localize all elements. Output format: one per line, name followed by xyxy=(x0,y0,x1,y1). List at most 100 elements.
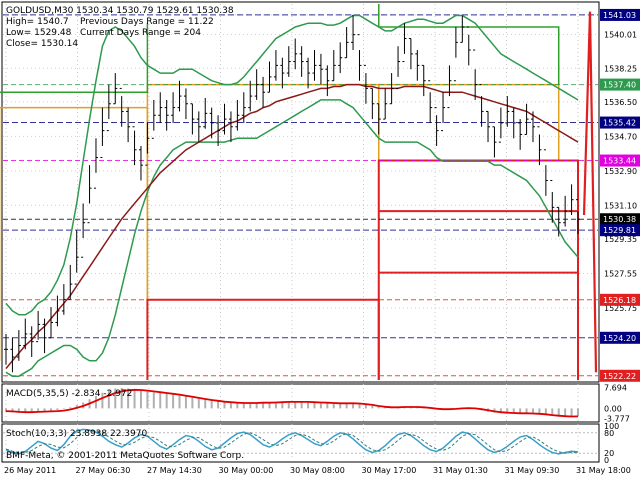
macd-histogram-bar xyxy=(268,402,271,409)
price-axis-tick: 1536.50 xyxy=(604,98,637,107)
macd-histogram-bar xyxy=(532,408,535,414)
stoch-signal-line xyxy=(5,429,579,454)
time-axis-label: 31 May 01:30 xyxy=(433,466,488,475)
macd-histogram-bar xyxy=(217,401,220,409)
stoch-main-line xyxy=(5,428,579,455)
bollinger-upper-line xyxy=(5,14,579,316)
macd-histogram-bar xyxy=(274,402,277,409)
stoch-axis-tick: 80 xyxy=(604,429,614,438)
macd-histogram-bar xyxy=(339,403,342,409)
price-axis-tick: 1534.70 xyxy=(604,132,637,141)
price-label-text: 1537.40 xyxy=(603,81,636,90)
macd-histogram-bar xyxy=(210,400,213,409)
macd-histogram-bar xyxy=(255,402,258,409)
macd-histogram-bar xyxy=(30,408,33,412)
macd-histogram-bar xyxy=(544,408,547,416)
macd-title: MACD(5,35,5) -2.834 -2.972 xyxy=(6,389,132,399)
price-label-box xyxy=(600,154,640,167)
macd-histogram-bar xyxy=(197,398,200,409)
macd-histogram-bar xyxy=(249,403,252,409)
macd-histogram-bar xyxy=(127,388,130,409)
price-panel[interactable] xyxy=(1,1,600,383)
macd-histogram-bar xyxy=(506,408,509,414)
macd-histogram-bar xyxy=(538,408,541,415)
macd-histogram-bar xyxy=(326,403,329,409)
macd-histogram-bar xyxy=(69,407,72,409)
macd-histogram-bar xyxy=(525,408,528,414)
macd-histogram-bar xyxy=(24,408,27,413)
macd-histogram-bar xyxy=(313,402,316,409)
low-info: Low= 1529.48 xyxy=(6,28,72,38)
macd-histogram-bar xyxy=(564,408,567,418)
macd-histogram-bar xyxy=(37,408,40,412)
close-info: Close= 1530.14 xyxy=(6,39,78,49)
daily-box-green xyxy=(0,23,149,93)
stoch-axis-tick: 0 xyxy=(604,456,609,465)
macd-histogram-bar xyxy=(172,394,175,409)
stoch-layer xyxy=(3,428,598,455)
price-label-box xyxy=(600,78,640,91)
price-axis-tick: 1525.75 xyxy=(604,304,637,313)
time-axis-label: 30 May 17:00 xyxy=(362,466,417,475)
high-info: High= 1540.7 xyxy=(6,17,69,27)
macd-histogram-bar xyxy=(120,387,123,409)
macd-histogram-bar xyxy=(43,408,46,412)
macd-histogram-bar xyxy=(577,408,579,416)
macd-histogram-bar xyxy=(152,392,155,409)
price-axis-tick: 1529.35 xyxy=(604,235,637,244)
macd-histogram-bar xyxy=(223,402,226,409)
macd-histogram-bar xyxy=(17,408,20,413)
macd-histogram-bar xyxy=(358,403,361,409)
macd-histogram-bar xyxy=(114,388,117,409)
macd-signal-line xyxy=(5,388,579,418)
macd-histogram-bar xyxy=(319,402,322,409)
price-layer xyxy=(4,14,580,377)
macd-histogram-bar xyxy=(107,390,110,409)
price-label-text: 1522.22 xyxy=(603,372,636,381)
macd-histogram-bar xyxy=(551,408,554,416)
macd-histogram-bar xyxy=(62,408,65,409)
copyright-text: BMF-Meta, © 2001-2011 MetaQuotes Softwar… xyxy=(6,451,244,461)
macd-histogram-bar xyxy=(236,403,239,409)
macd-histogram-bar xyxy=(352,403,355,409)
price-label-box xyxy=(600,213,640,226)
bollinger-lower-line xyxy=(5,99,579,377)
macd-histogram-bar xyxy=(557,408,560,417)
time-axis-label: 27 May 06:30 xyxy=(76,466,131,475)
macd-histogram-bar xyxy=(101,392,104,409)
macd-histogram-bar xyxy=(11,408,14,413)
macd-histogram-bar xyxy=(519,408,522,414)
macd-histogram-bar xyxy=(364,404,367,409)
macd-histogram-bar xyxy=(133,389,136,409)
price-axis-tick: 1531.10 xyxy=(604,201,637,210)
macd-histogram-bar xyxy=(229,402,232,409)
price-label-box xyxy=(600,116,640,129)
stoch-panel[interactable] xyxy=(1,423,600,463)
price-label-text: 1529.81 xyxy=(603,226,636,235)
macd-axis-tick: 7.694 xyxy=(604,384,627,393)
price-axis-tick: 1527.55 xyxy=(604,270,637,279)
macd-histogram-bar xyxy=(371,405,374,409)
price-label-box xyxy=(600,293,640,306)
macd-histogram-bar xyxy=(146,391,149,409)
macd-histogram-bar xyxy=(384,407,387,409)
macd-histogram-bar xyxy=(204,399,207,409)
price-label-box xyxy=(600,331,640,344)
macd-histogram-bar xyxy=(300,401,303,409)
stoch-axis-tick: 100 xyxy=(604,422,619,431)
price-label-box xyxy=(600,369,640,382)
macd-histogram-bar xyxy=(377,407,380,409)
price-label-text: 1533.44 xyxy=(603,157,636,166)
stoch-title: Stoch(10,3,3) 23.8938 22.3970 xyxy=(6,429,147,439)
macd-histogram-bar xyxy=(281,401,284,409)
time-axis-label: 27 May 14:30 xyxy=(147,466,202,475)
macd-histogram-bar xyxy=(178,395,181,409)
macd-layer xyxy=(5,387,579,418)
macd-axis-tick: 0.00 xyxy=(604,404,622,413)
axis-layer: 1541.03 1540.01 1538.25 1536.50 1534.70 1532.… xyxy=(4,8,640,475)
price-label-text: 1524.20 xyxy=(603,334,636,343)
time-axis-label: 31 May 09:30 xyxy=(505,466,560,475)
price-axis-tick: 1538.25 xyxy=(604,64,637,73)
